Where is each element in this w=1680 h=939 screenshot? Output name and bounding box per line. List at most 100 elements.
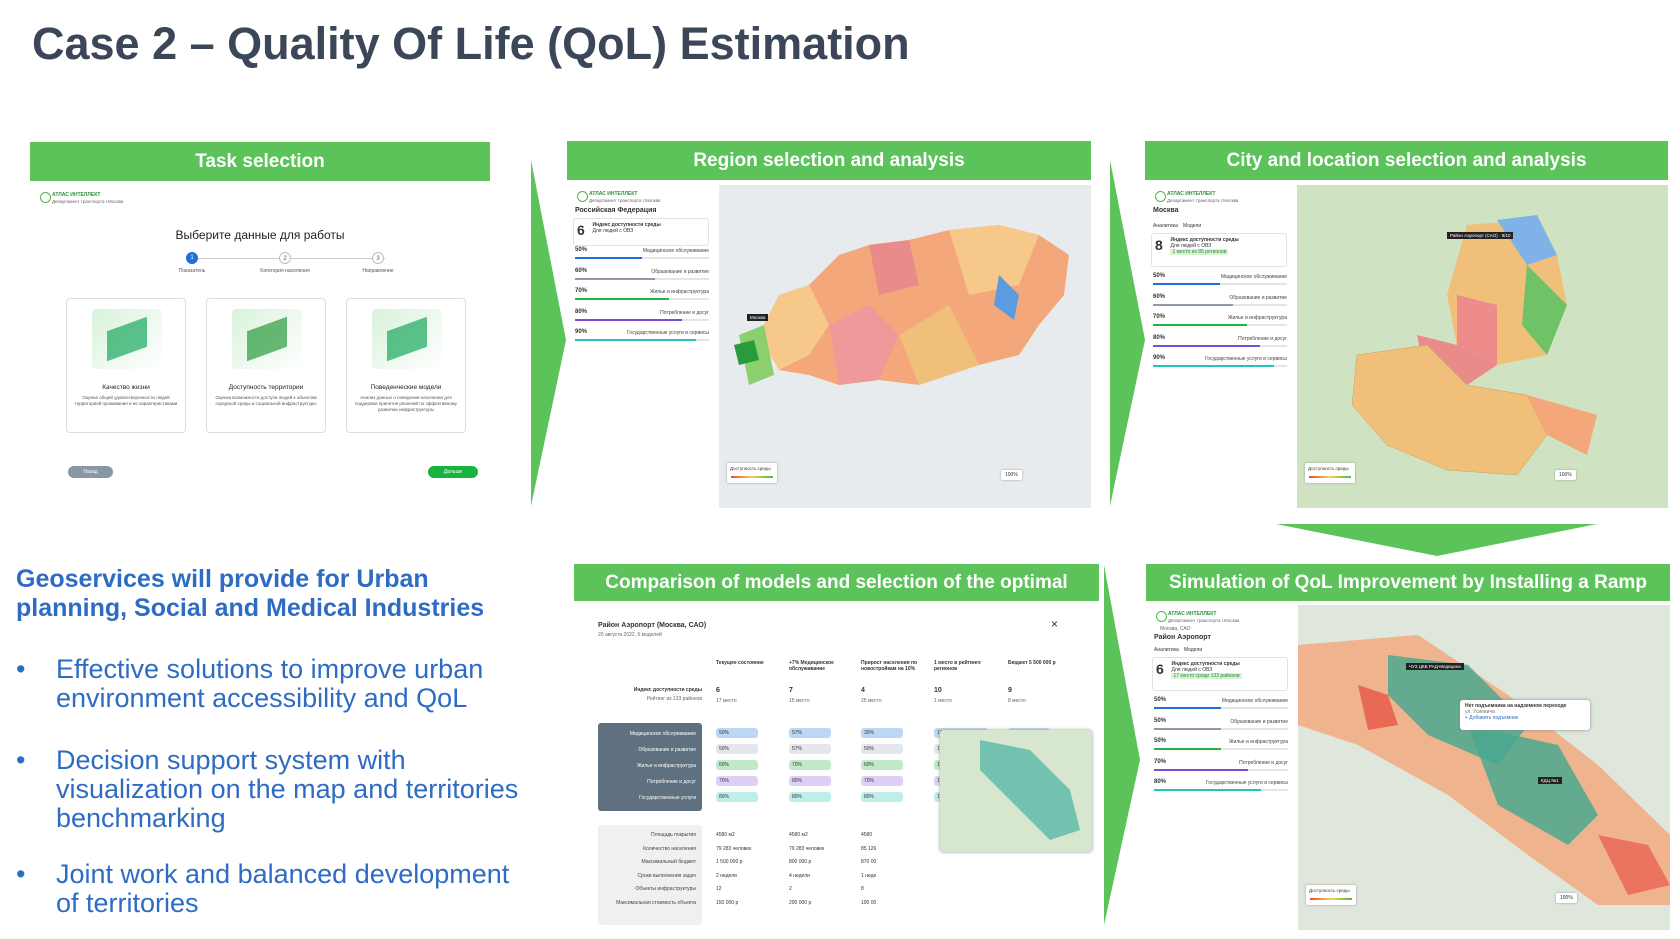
metric-name: Жилье и инфраструктура <box>1227 315 1287 321</box>
stat-value: 12 <box>716 886 722 892</box>
metric-row[interactable]: 80% Потребление и досуг <box>1153 335 1287 353</box>
metric-track <box>1153 283 1287 285</box>
row-label: Индекс доступности среды <box>633 687 702 693</box>
back-button[interactable]: Назад <box>68 466 113 478</box>
bullet: • Decision support system with visualizat… <box>16 746 518 833</box>
score-pill: 57% <box>789 728 831 738</box>
index-box: 6 Индекс доступности среды Для людей с ОВ… <box>573 218 709 246</box>
panel-header: Region selection and analysis <box>567 141 1091 180</box>
metric-name: Государственные услуги и сервисы <box>626 330 709 336</box>
column-index: 10 <box>934 687 942 694</box>
legend: Доступность среды <box>727 463 777 483</box>
card-desc: Оценка общей удовлетворенности людей тер… <box>74 395 178 406</box>
metric-name: Образование и развитие <box>651 268 709 275</box>
metric-track <box>1154 748 1288 750</box>
metric-row[interactable]: 70% Жилье и инфраструктура <box>575 288 709 306</box>
column-head: Бюджет 5 500 000 р <box>1008 660 1056 666</box>
index-sub: Для людей с ОВЗ <box>1170 243 1212 249</box>
stat-value: 1 неде <box>861 872 877 879</box>
metric-name: Государственные услуги и сервисы <box>1204 356 1287 362</box>
breadcrumb[interactable]: Москва, САО <box>1160 626 1191 632</box>
bullet-text: Joint work and balanced development of t… <box>56 859 510 918</box>
row-sublabel: Рейтинг из 133 районов <box>646 696 702 702</box>
org: Департамент транспорта г.Москва <box>589 198 661 203</box>
metric-bar <box>575 318 683 321</box>
metric-name: Жилье и инфраструктура <box>1228 739 1288 745</box>
close-button[interactable]: × <box>1051 617 1059 631</box>
metric-bar <box>1154 748 1221 750</box>
comparison-subtitle: 20 августа 2022, 5 моделей <box>598 632 662 638</box>
metric-row[interactable]: 50% Медицинское обслуживание <box>575 247 709 265</box>
tab[interactable]: Модели <box>1183 223 1202 229</box>
metric-value: 70% <box>1154 758 1167 765</box>
step-number[interactable]: 2 <box>279 252 291 264</box>
zoom[interactable]: 100% <box>1555 470 1576 480</box>
stat-value: 8 <box>861 886 864 892</box>
panel-header: Simulation of QoL Improvement by Install… <box>1146 564 1670 601</box>
tab[interactable]: Аналитика <box>1154 647 1179 653</box>
metric-bar <box>1153 344 1261 347</box>
metric-name: Потребление и досуг <box>1238 335 1287 342</box>
district-name: Район Аэропорт <box>1154 634 1211 641</box>
metric-row[interactable]: 50% Медицинское обслуживание <box>1153 273 1287 291</box>
score-pill: 70% <box>789 760 831 770</box>
district-map <box>1298 635 1670 905</box>
bullet-text: Decision support system with visualizati… <box>56 745 519 833</box>
metric-bar <box>575 257 642 259</box>
column-rank: 25 место <box>861 698 882 704</box>
metric-list: 50% Медицинское обслуживание 60% Образовани… <box>1145 273 1295 393</box>
card-desc: Анализ данных о поведении населения для … <box>354 395 458 412</box>
step-number[interactable]: 3 <box>372 252 384 264</box>
metric-row[interactable]: 50% Медицинское обслуживание <box>1154 697 1288 715</box>
metric-row[interactable]: 80% Потребление и досуг <box>575 309 709 327</box>
score-pill: 80% <box>789 792 831 802</box>
metric-row[interactable]: 60% Образование и развитие <box>1153 294 1287 312</box>
metric-row[interactable]: 60% Образование и развитие <box>575 268 709 286</box>
comparison-screen: Район Аэропорт (Москва, САО) 20 августа … <box>574 602 1099 930</box>
metric-row[interactable]: 70% Жилье и инфраструктура <box>1153 314 1287 332</box>
step-label: Показатель <box>178 268 206 274</box>
index-label: Индекс доступности среды Для людей с ОВЗ 1… <box>1171 661 1242 679</box>
zoom[interactable]: 100% <box>1556 893 1577 903</box>
popup-action[interactable]: + Добавить подъемник <box>1465 715 1519 721</box>
metric-row[interactable]: 50% Жилье и инфраструктура <box>1154 738 1288 756</box>
category-label: Государственные услуги <box>639 795 696 801</box>
metric-value: 90% <box>1153 355 1166 361</box>
metric-row[interactable]: 50% Образование и развитие <box>1154 718 1288 736</box>
column-head: +7% Медицинское обслуживание <box>789 660 834 672</box>
score-pill: 50% <box>716 728 758 738</box>
metric-row[interactable]: 90% Государственные услуги и сервисы <box>575 329 709 347</box>
metric-value: 60% <box>1153 293 1166 300</box>
metric-value: 80% <box>1153 334 1166 341</box>
rank: 1 место из 85 регионов <box>1170 249 1229 255</box>
task-card[interactable]: Качество жизни Оценка общей удовлетворенн… <box>66 298 186 433</box>
metric-value: 50% <box>1154 717 1167 724</box>
moscow-map <box>1351 215 1597 476</box>
metric-row[interactable]: 90% Государственные услуги и сервисы <box>1153 355 1287 373</box>
task-card[interactable]: Доступность территории Оценка возможности… <box>206 298 326 433</box>
index: 6 <box>1156 661 1164 677</box>
stat-value: 79 283 человек <box>716 845 752 852</box>
metric-value: 70% <box>1153 314 1166 320</box>
step-label: Направление <box>362 268 394 274</box>
tab[interactable]: Аналитика <box>1153 223 1178 229</box>
step-number[interactable]: 1 <box>186 252 198 264</box>
arrow <box>1276 524 1597 556</box>
metric-value: 80% <box>575 308 588 315</box>
next-button[interactable]: Дальше <box>428 466 478 478</box>
index-title: Индекс доступности среды <box>592 222 661 228</box>
tab[interactable]: Модели <box>1184 647 1203 653</box>
metric-row[interactable]: 80% Государственные услуги и сервисы <box>1154 779 1288 797</box>
metric-bar <box>1153 283 1220 285</box>
metric-row[interactable]: 70% Потребление и досуг <box>1154 759 1288 777</box>
card-title: Доступность территории <box>228 384 304 391</box>
score-pill: 50% <box>861 744 903 754</box>
metric-track <box>1154 727 1288 730</box>
index-title: Индекс доступности среды <box>1171 661 1240 667</box>
zoom[interactable]: 100% <box>1001 470 1022 480</box>
task-card[interactable]: Поведенческие модели Анализ данных о пове… <box>346 298 466 433</box>
metric-name: Образование и развитие <box>1229 294 1287 301</box>
category-label: Образование и развитие <box>638 747 696 753</box>
illustration-shape <box>107 316 147 362</box>
